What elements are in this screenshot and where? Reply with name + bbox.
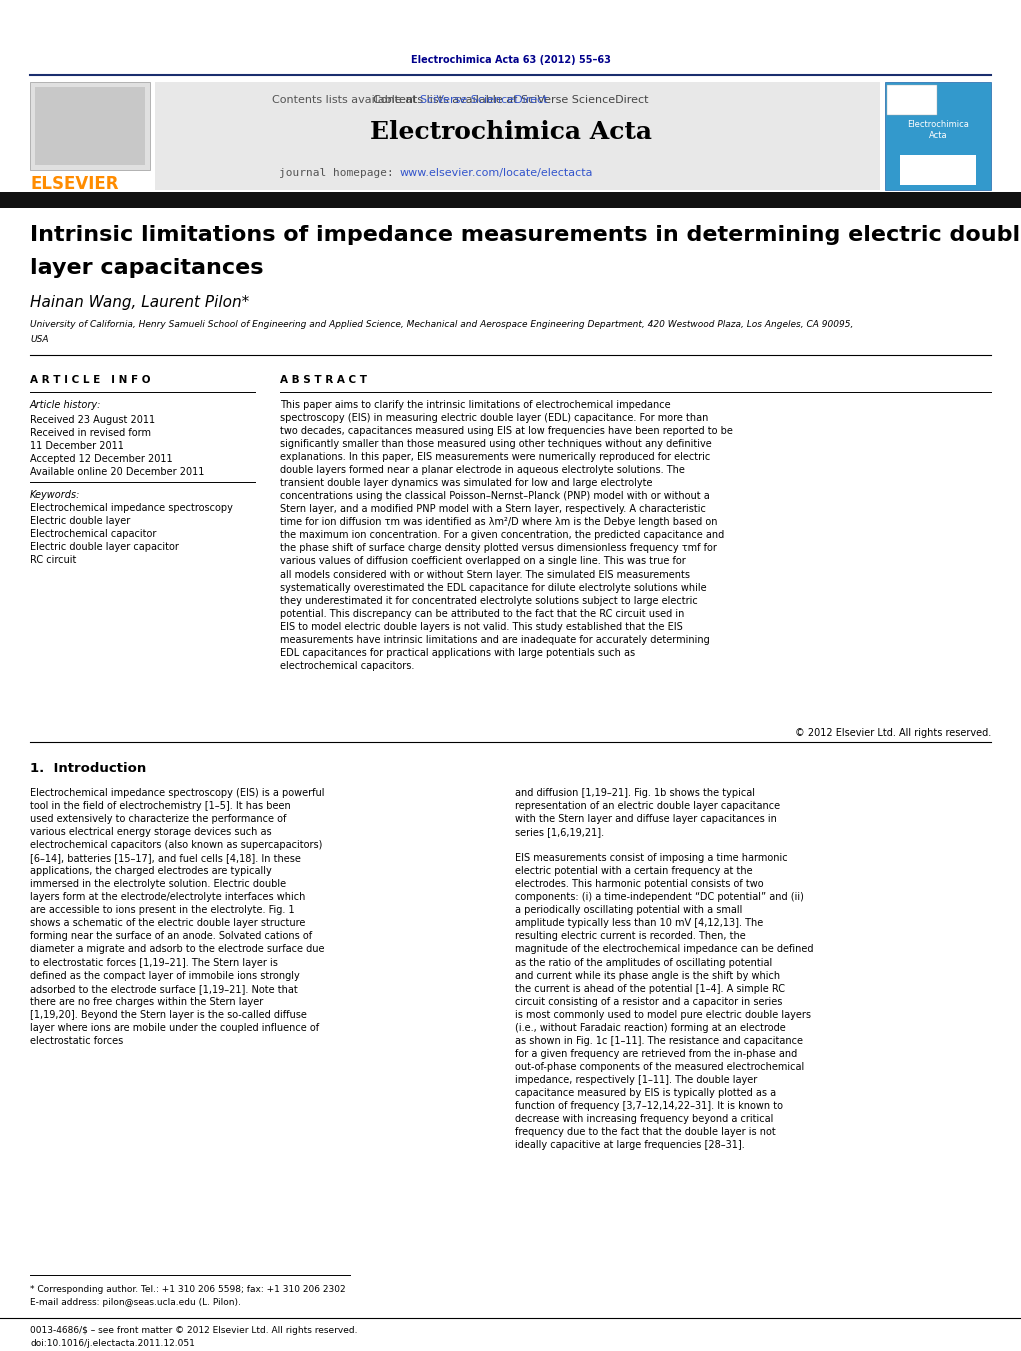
Text: Available online 20 December 2011: Available online 20 December 2011: [30, 467, 204, 477]
Text: 0013-4686/$ – see front matter © 2012 Elsevier Ltd. All rights reserved.: 0013-4686/$ – see front matter © 2012 El…: [30, 1325, 357, 1335]
Text: layer capacitances: layer capacitances: [30, 258, 263, 278]
Text: University of California, Henry Samueli School of Engineering and Applied Scienc: University of California, Henry Samueli …: [30, 320, 854, 330]
Text: Received 23 August 2011: Received 23 August 2011: [30, 415, 155, 426]
Text: Electrochemical impedance spectroscopy (EIS) is a powerful
tool in the field of : Electrochemical impedance spectroscopy (…: [30, 788, 325, 1046]
Text: Accepted 12 December 2011: Accepted 12 December 2011: [30, 454, 173, 463]
Text: Electric double layer: Electric double layer: [30, 516, 131, 526]
Text: A R T I C L E   I N F O: A R T I C L E I N F O: [30, 376, 150, 385]
Text: Electrochimica Acta: Electrochimica Acta: [370, 120, 652, 145]
Bar: [887, 85, 937, 115]
Bar: [30, 82, 150, 170]
Text: journal homepage:: journal homepage:: [279, 168, 400, 178]
Text: Electric double layer capacitor: Electric double layer capacitor: [30, 542, 179, 553]
Text: Electrochemical impedance spectroscopy: Electrochemical impedance spectroscopy: [30, 503, 233, 513]
Text: 1.  Introduction: 1. Introduction: [30, 762, 146, 775]
Text: and diffusion [1,19–21]. Fig. 1b shows the typical
representation of an electric: and diffusion [1,19–21]. Fig. 1b shows t…: [515, 788, 814, 1150]
Bar: [900, 155, 976, 185]
Text: USA: USA: [30, 335, 49, 345]
Bar: [155, 82, 880, 190]
Text: ELSEVIER: ELSEVIER: [30, 176, 118, 193]
Text: Electrochemical capacitor: Electrochemical capacitor: [30, 530, 156, 539]
Text: This paper aims to clarify the intrinsic limitations of electrochemical impedanc: This paper aims to clarify the intrinsic…: [280, 400, 733, 671]
Text: Intrinsic limitations of impedance measurements in determining electric double: Intrinsic limitations of impedance measu…: [30, 226, 1021, 245]
Text: www.elsevier.com/locate/electacta: www.elsevier.com/locate/electacta: [400, 168, 593, 178]
Text: Article history:: Article history:: [30, 400, 101, 409]
Bar: [35, 86, 145, 165]
Text: 11 December 2011: 11 December 2011: [30, 440, 124, 451]
Text: © 2012 Elsevier Ltd. All rights reserved.: © 2012 Elsevier Ltd. All rights reserved…: [794, 728, 991, 738]
Text: Electrochimica
Acta: Electrochimica Acta: [907, 120, 969, 141]
Bar: [885, 82, 991, 190]
Text: RC circuit: RC circuit: [30, 555, 77, 565]
Text: Hainan Wang, Laurent Pilon*: Hainan Wang, Laurent Pilon*: [30, 295, 249, 309]
Bar: [0, 192, 1021, 208]
Text: Contents lists available at SciVerse ScienceDirect: Contents lists available at SciVerse Sci…: [374, 95, 648, 105]
Text: A B S T R A C T: A B S T R A C T: [280, 376, 367, 385]
Text: * Corresponding author. Tel.: +1 310 206 5598; fax: +1 310 206 2302: * Corresponding author. Tel.: +1 310 206…: [30, 1285, 346, 1294]
Text: doi:10.1016/j.electacta.2011.12.051: doi:10.1016/j.electacta.2011.12.051: [30, 1339, 195, 1348]
Text: Contents lists available at: Contents lists available at: [272, 95, 420, 105]
Text: SciVerse ScienceDirect: SciVerse ScienceDirect: [420, 95, 547, 105]
Text: Received in revised form: Received in revised form: [30, 428, 151, 438]
Text: Keywords:: Keywords:: [30, 490, 81, 500]
Text: Electrochimica Acta 63 (2012) 55–63: Electrochimica Acta 63 (2012) 55–63: [411, 55, 611, 65]
Text: E-mail address: pilon@seas.ucla.edu (L. Pilon).: E-mail address: pilon@seas.ucla.edu (L. …: [30, 1298, 241, 1306]
